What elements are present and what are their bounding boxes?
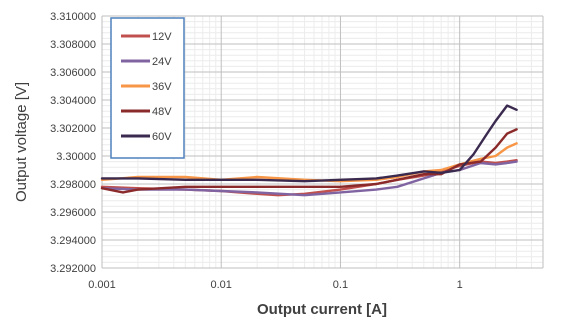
y-tick-label: 3.30000 — [56, 151, 96, 163]
y-tick-label: 3.296000 — [50, 207, 96, 219]
series-line-24v — [100, 160, 518, 197]
series-line-36v — [100, 142, 518, 183]
x-tick-label: 0.1 — [333, 279, 348, 291]
y-tick-label: 3.306000 — [50, 67, 96, 79]
legend-label-36v: 36V — [152, 81, 172, 93]
x-axis-title: Output current [A] — [257, 301, 387, 318]
legend-label-12v: 12V — [152, 31, 172, 43]
x-tick-label: 0.01 — [211, 279, 232, 291]
y-tick-label: 3.294000 — [50, 235, 96, 247]
x-tick-label: 1 — [457, 279, 463, 291]
y-tick-label: 3.292000 — [50, 263, 96, 275]
series-lines — [100, 104, 518, 197]
legend-label-60v: 60V — [152, 131, 172, 143]
y-tick-labels: 3.292000 3.294000 3.296000 3.298000 3.30000 3… — [50, 11, 96, 275]
x-tick-label: 0.001 — [88, 279, 116, 291]
y-tick-label: 3.304000 — [50, 95, 96, 107]
y-tick-label: 3.302000 — [50, 123, 96, 135]
series-line-48v — [100, 128, 518, 194]
y-tick-label: 3.298000 — [50, 179, 96, 191]
y-tick-label: 3.310000 — [50, 11, 96, 23]
x-tick-labels: 0.001 0.01 0.1 1 — [88, 279, 462, 291]
y-axis-title: Output voltage [V] — [13, 82, 30, 202]
y-tick-label: 3.308000 — [50, 39, 96, 51]
series-line-60v — [100, 104, 518, 183]
legend-label-24v: 24V — [152, 56, 172, 68]
legend: 12V 24V 36V 48V 60V — [110, 17, 185, 159]
legend-label-48v: 48V — [152, 106, 172, 118]
